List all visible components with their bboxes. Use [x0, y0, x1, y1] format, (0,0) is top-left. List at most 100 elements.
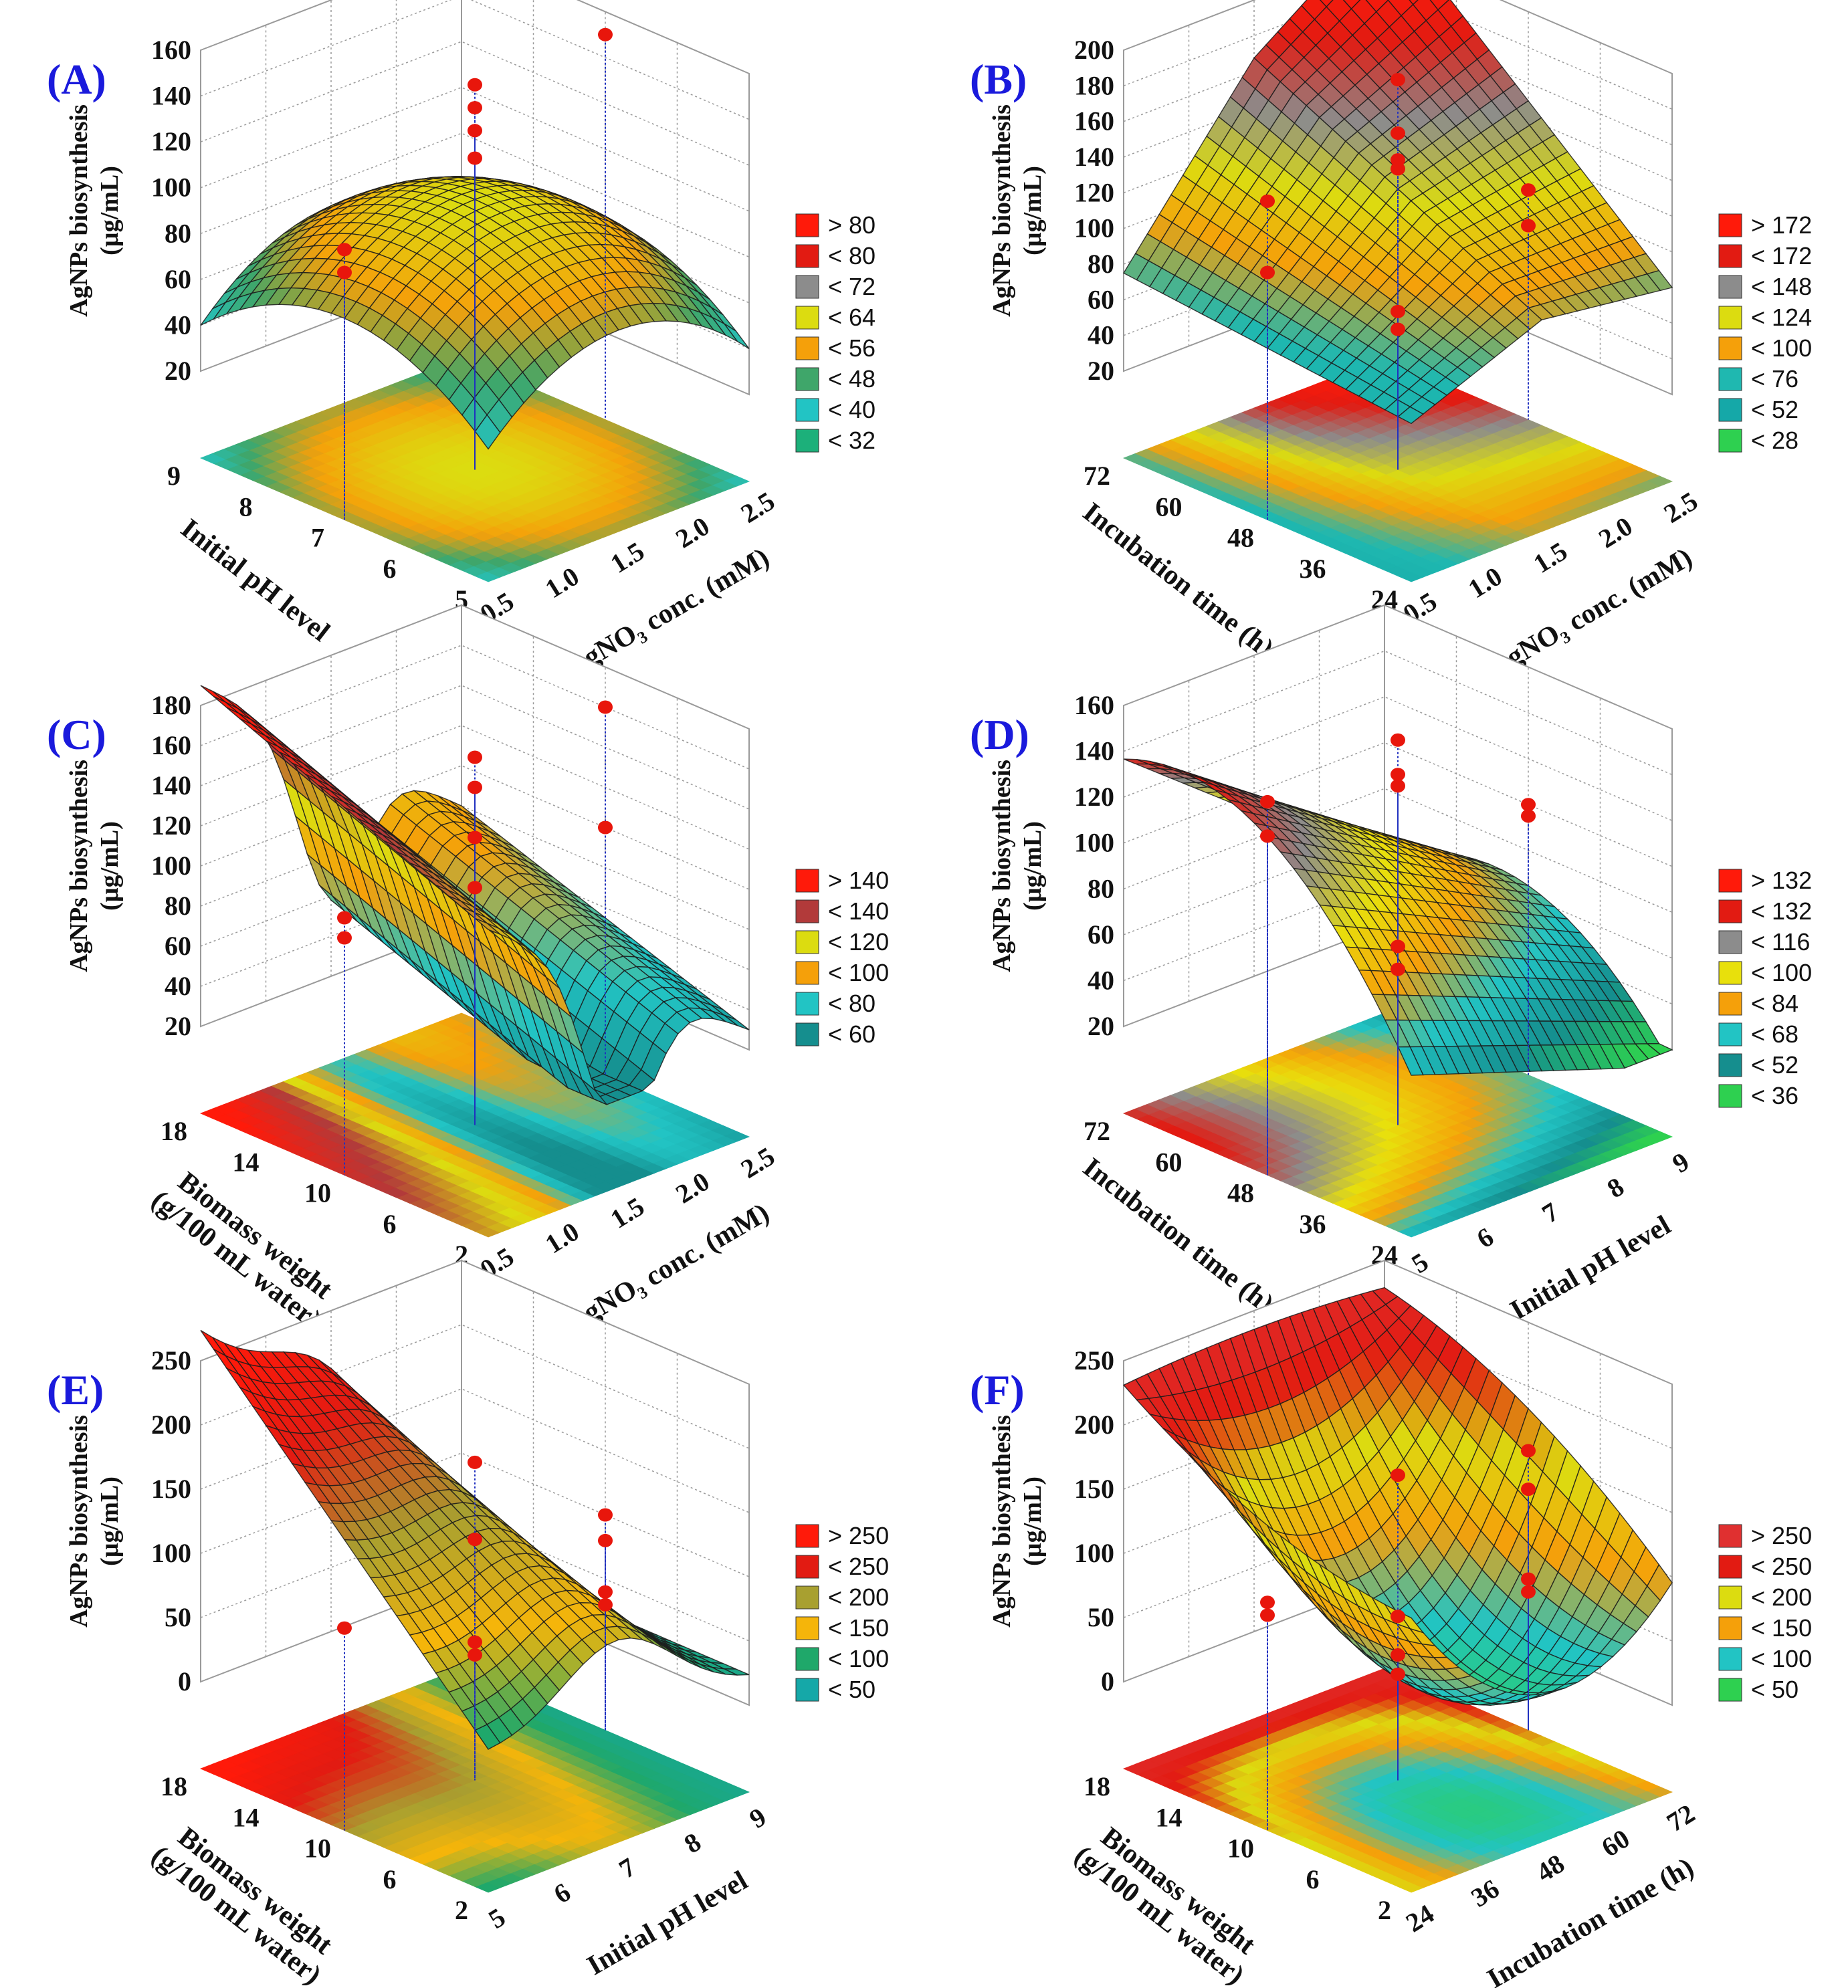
- data-point: [1391, 1667, 1405, 1681]
- legend-swatch: [1718, 869, 1742, 893]
- data-point: [1391, 733, 1405, 747]
- legend-swatch: [795, 961, 819, 985]
- z-tick-label: 80: [1088, 873, 1114, 903]
- data-point: [468, 101, 482, 115]
- x-tick-label: 6: [1471, 1222, 1499, 1254]
- y-axis-title: Incubation time (h): [1077, 1152, 1279, 1319]
- data-point: [468, 151, 482, 165]
- z-tick-label: 200: [1074, 1410, 1114, 1440]
- legend: > 250 < 250 < 200 < 150 < 100 < 50: [795, 1522, 889, 1703]
- data-point: [1521, 1482, 1536, 1497]
- legend-swatch: [795, 429, 819, 453]
- data-point: [468, 1455, 482, 1469]
- legend-label: > 132: [1751, 867, 1812, 894]
- y-tick-label: 7: [311, 523, 324, 553]
- data-point: [1260, 829, 1275, 843]
- x-tick-label: 9: [1667, 1146, 1694, 1179]
- z-tick-label: 60: [1088, 284, 1114, 314]
- z-tick-label: 80: [165, 218, 191, 248]
- data-point: [468, 881, 482, 895]
- data-point: [1521, 1444, 1536, 1458]
- legend-swatch: [795, 1647, 819, 1671]
- legend-swatch: [1718, 1053, 1742, 1077]
- z-axis: 0 50 100 150 200 250 AgNPs biosynthesis (µg/mL): [65, 1345, 191, 1696]
- x-tick-label: 2.5: [736, 1141, 780, 1184]
- y-tick-label: 14: [233, 1802, 260, 1832]
- z-tick-label: 140: [1074, 736, 1114, 766]
- legend-label: < 100: [1751, 334, 1812, 362]
- x-tick-label: 5: [483, 1902, 510, 1935]
- data-point: [1391, 1648, 1405, 1662]
- legend-swatch: [795, 398, 819, 422]
- legend-label: > 140: [828, 867, 889, 894]
- legend-swatch: [1718, 336, 1742, 360]
- legend-swatch: [1718, 429, 1742, 453]
- z-tick-label: 60: [1088, 919, 1114, 950]
- y-tick-label: 6: [383, 554, 397, 584]
- experimental-points: [1260, 733, 1536, 1176]
- legend-label: > 250: [1751, 1522, 1812, 1549]
- legend-swatch: [1718, 1647, 1742, 1671]
- data-point: [1391, 126, 1405, 140]
- panel-b: (B) 20 40 60 80 100 120 140 160 180 200 AgNPs biosy…: [923, 0, 1846, 683]
- legend-swatch: [1718, 992, 1742, 1016]
- legend-label: < 148: [1751, 273, 1812, 300]
- y-tick-label: 18: [1084, 1771, 1110, 1801]
- z-tick-label: 140: [151, 81, 191, 111]
- data-point: [598, 820, 613, 835]
- y-tick-label: 2: [1378, 1895, 1391, 1925]
- x-tick-label: 60: [1596, 1823, 1635, 1862]
- legend-swatch: [1718, 213, 1742, 237]
- legend-label: < 100: [828, 959, 889, 986]
- z-tick-label: 120: [151, 810, 191, 841]
- x-tick-label: 24: [1401, 1898, 1439, 1938]
- panel-f: (F) 0 50 100 150 200 250 AgNPs biosynthesis (µg/…: [923, 1259, 1846, 1988]
- legend-label: < 200: [828, 1583, 889, 1611]
- legend-label: < 80: [828, 990, 876, 1017]
- panel-label: (D): [970, 711, 1029, 758]
- legend-label: < 84: [1751, 990, 1799, 1017]
- x-tick-label: 1.5: [605, 1191, 649, 1234]
- data-point: [337, 243, 352, 257]
- data-point: [468, 1648, 482, 1662]
- y-tick-label: 48: [1227, 523, 1254, 553]
- legend-label: < 80: [828, 242, 876, 269]
- legend-swatch: [795, 1678, 819, 1702]
- z-axis: 20 40 60 80 100 120 140 160 AgNPs biosynthesis (µ…: [988, 690, 1114, 1041]
- legend-label: < 32: [828, 427, 876, 454]
- legend-label: < 56: [828, 334, 876, 362]
- legend-label: < 172: [1751, 242, 1812, 269]
- z-axis-title: AgNPs biosynthesis (µg/mL): [988, 760, 1047, 972]
- z-tick-label: 40: [1088, 965, 1114, 995]
- experimental-points: [337, 700, 613, 1176]
- x-axis-title: Initial pH level: [1505, 1210, 1675, 1326]
- legend-label: < 52: [1751, 1051, 1799, 1079]
- data-point: [598, 27, 613, 41]
- floor-contour: [1122, 1012, 1673, 1238]
- legend-swatch: [1718, 1022, 1742, 1046]
- x-tick-label: 7: [613, 1852, 641, 1884]
- data-point: [1391, 304, 1405, 318]
- x-tick-label: 2.0: [670, 1166, 714, 1210]
- response-surface: [200, 176, 750, 450]
- z-tick-label: 100: [151, 173, 191, 203]
- legend-label: < 50: [1751, 1676, 1799, 1703]
- data-point: [1260, 1595, 1275, 1610]
- z-tick-label: 150: [1074, 1474, 1114, 1504]
- x-tick-label: 8: [679, 1827, 706, 1860]
- z-tick-label: 100: [1074, 213, 1114, 243]
- data-point: [468, 78, 482, 92]
- z-tick-label: 160: [1074, 690, 1114, 720]
- data-point: [598, 1597, 613, 1612]
- z-tick-label: 0: [1101, 1666, 1114, 1696]
- x-tick-label: 72: [1661, 1798, 1700, 1838]
- legend-swatch: [795, 869, 819, 893]
- panel-label: (A): [47, 56, 106, 103]
- data-point: [1521, 809, 1536, 823]
- data-point: [468, 780, 482, 794]
- data-point: [598, 700, 613, 714]
- data-point: [337, 931, 352, 945]
- y-tick-label: 10: [304, 1834, 331, 1864]
- legend-label: < 36: [1751, 1082, 1799, 1109]
- x-tick-label: 2.0: [1593, 511, 1637, 554]
